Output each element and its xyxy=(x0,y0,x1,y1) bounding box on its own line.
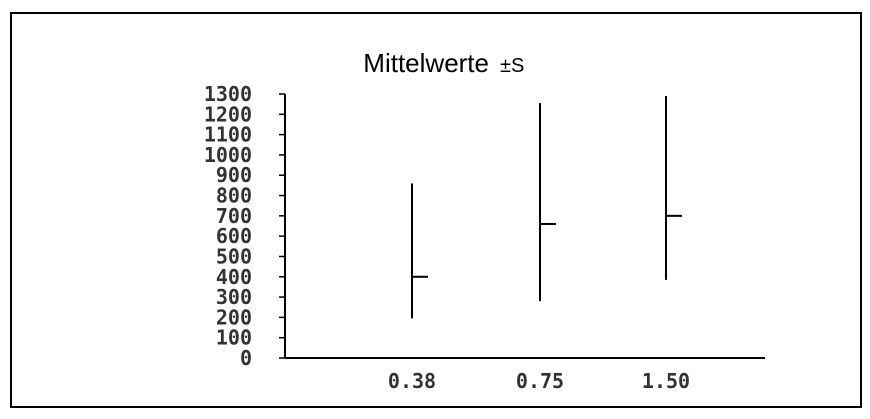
y-tick-label-1300: 1300 xyxy=(204,82,252,106)
x-ticks: 0.38 0.75 1.50 xyxy=(388,369,690,393)
y-ticks: 1300120011001000900800700600500400300200… xyxy=(204,82,285,370)
x-tick-label-0.38: 0.38 xyxy=(388,369,436,393)
y-tick-label-600: 600 xyxy=(216,224,252,248)
error-bars xyxy=(411,96,682,319)
y-tick-label-800: 800 xyxy=(216,184,252,208)
x-tick-label-0.75: 0.75 xyxy=(516,369,564,393)
y-tick-label-700: 700 xyxy=(216,204,252,228)
y-tick-label-300: 300 xyxy=(216,285,252,309)
y-tick-label-0: 0 xyxy=(240,346,252,370)
y-tick-label-100: 100 xyxy=(216,326,252,350)
y-tick-label-1000: 1000 xyxy=(204,143,252,167)
y-tick-label-500: 500 xyxy=(216,244,252,268)
y-tick-label-1100: 1100 xyxy=(204,123,252,147)
y-tick-label-1200: 1200 xyxy=(204,102,252,126)
y-tick-label-900: 900 xyxy=(216,163,252,187)
y-tick-label-400: 400 xyxy=(216,265,252,289)
chart-title-suffix: ±S xyxy=(500,55,524,77)
chart-frame xyxy=(10,12,862,408)
x-tick-label-1.50: 1.50 xyxy=(642,369,690,393)
y-tick-label-200: 200 xyxy=(216,305,252,329)
chart-title: Mittelwerte xyxy=(363,48,489,78)
